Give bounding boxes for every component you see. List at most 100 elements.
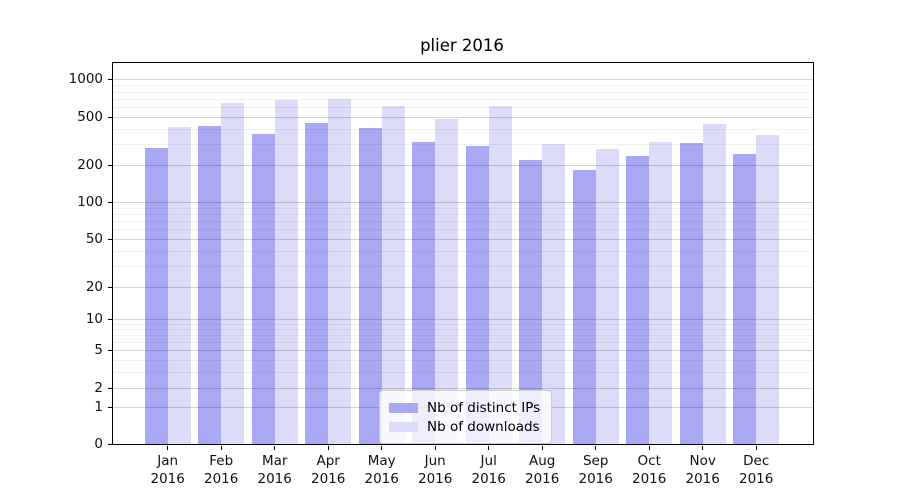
y-tick [108, 239, 112, 241]
bar-distinct-ips [305, 123, 329, 444]
gridline-major [113, 239, 813, 241]
bar-downloads [488, 106, 512, 444]
gridline-minor [113, 342, 813, 344]
x-tick [327, 446, 329, 450]
x-tick [220, 446, 222, 450]
bar-downloads [381, 106, 405, 444]
gridline-major [113, 350, 813, 352]
x-tick-label: Jan 2016 [150, 453, 185, 487]
gridline-minor [113, 207, 813, 209]
x-tick [274, 446, 276, 450]
y-tick-label: 1000 [68, 71, 103, 88]
grid-layer [113, 63, 813, 444]
gridline-minor [113, 229, 813, 231]
x-tick-label: Jun 2016 [418, 453, 453, 487]
gridline-major [113, 202, 813, 204]
bar-distinct-ips [572, 169, 596, 444]
gridline-minor [113, 265, 813, 267]
bar-downloads [649, 141, 673, 444]
legend-swatch-distinct-ips [389, 402, 418, 413]
bar-distinct-ips [626, 156, 650, 444]
gridline-minor [113, 335, 813, 337]
bar-downloads [221, 103, 245, 444]
y-tick-label: 50 [85, 231, 103, 248]
x-tick-label: May 2016 [364, 453, 399, 487]
bar-downloads [328, 99, 352, 444]
y-tick [108, 407, 112, 409]
x-tick [648, 446, 650, 450]
gridline-minor [113, 214, 813, 216]
gridline-major [113, 165, 813, 167]
y-tick-label: 0 [94, 435, 103, 452]
legend-item-distinct-ips: Nb of distinct IPs [389, 398, 540, 417]
y-tick-label: 5 [94, 342, 103, 359]
legend-label-downloads: Nb of downloads [427, 418, 540, 435]
bar-distinct-ips [412, 141, 436, 444]
bar-distinct-ips [144, 148, 168, 444]
legend: Nb of distinct IPs Nb of downloads [379, 390, 553, 444]
gridline-major [113, 319, 813, 321]
y-tick-label: 500 [77, 109, 103, 126]
x-tick-label: Oct 2016 [632, 453, 667, 487]
bar-distinct-ips [679, 142, 703, 444]
legend-item-downloads: Nb of downloads [389, 417, 540, 436]
gridline-minor [113, 359, 813, 361]
y-tick-label: 10 [85, 311, 103, 328]
y-tick-label: 100 [77, 194, 103, 211]
bar-distinct-ips [198, 125, 222, 444]
bar-distinct-ips [465, 146, 489, 444]
x-tick-label: Mar 2016 [257, 453, 292, 487]
x-tick-label: Jul 2016 [471, 453, 506, 487]
bar-distinct-ips [358, 128, 382, 444]
gridline-minor [113, 329, 813, 331]
bars-layer [113, 63, 813, 444]
legend-label-distinct-ips: Nb of distinct IPs [427, 399, 541, 416]
gridline-major [113, 117, 813, 119]
y-tick [108, 202, 112, 204]
gridline-minor [113, 371, 813, 373]
bar-downloads [756, 134, 780, 444]
bar-distinct-ips [251, 133, 275, 444]
y-tick-label: 20 [85, 278, 103, 295]
gridline-minor [113, 221, 813, 223]
x-tick [755, 446, 757, 450]
y-tick [108, 388, 112, 390]
x-tick [541, 446, 543, 450]
y-tick-label: 1 [94, 399, 103, 416]
x-tick-label: Apr 2016 [311, 453, 346, 487]
y-tick [108, 350, 112, 352]
y-tick-label: 200 [77, 157, 103, 174]
gridline-major [113, 286, 813, 288]
bar-downloads [435, 118, 459, 444]
bar-downloads [702, 124, 726, 444]
x-tick [381, 446, 383, 450]
x-tick-label: Aug 2016 [525, 453, 560, 487]
x-tick-label: Nov 2016 [685, 453, 720, 487]
gridline-major [113, 388, 813, 390]
gridline-minor [113, 323, 813, 325]
gridline-minor [113, 91, 813, 93]
y-tick [108, 443, 112, 445]
bar-distinct-ips [733, 154, 757, 444]
y-tick [108, 319, 112, 321]
chart-title: plier 2016 [420, 36, 504, 55]
gridline-minor [113, 128, 813, 130]
gridline-minor [113, 143, 813, 145]
x-tick [167, 446, 169, 450]
gridline-major [113, 79, 813, 81]
y-tick [108, 286, 112, 288]
x-tick-label: Dec 2016 [739, 453, 774, 487]
y-tick-label: 2 [94, 380, 103, 397]
bar-downloads [542, 144, 566, 444]
bar-downloads [167, 126, 191, 444]
plot-area: Nb of distinct IPs Nb of downloads 0 1 2 5 1… [69, 62, 814, 487]
gridline-minor [113, 250, 813, 252]
x-tick [434, 446, 436, 450]
y-tick [108, 117, 112, 119]
gridline-minor [113, 107, 813, 109]
x-tick-label: Sep 2016 [578, 453, 613, 487]
bar-downloads [595, 149, 619, 444]
x-tick [595, 446, 597, 450]
x-tick [702, 446, 704, 450]
